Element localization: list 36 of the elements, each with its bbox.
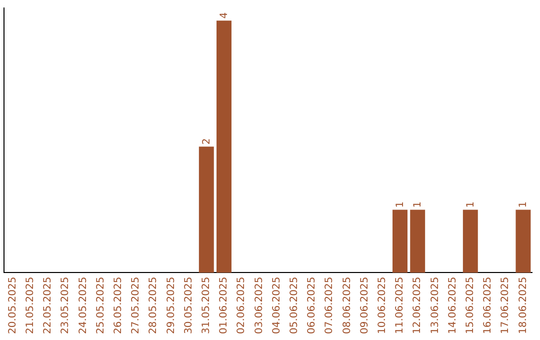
x-tick-label: 03.06.2025 bbox=[254, 276, 265, 334]
x-tick-label: 01.06.2025 bbox=[218, 276, 230, 334]
x-tick-label: 25.05.2025 bbox=[95, 276, 106, 334]
x-tick-label: 31.05.2025 bbox=[200, 276, 212, 334]
x-tick-label: 07.06.2025 bbox=[324, 276, 336, 334]
x-tick-label: 09.06.2025 bbox=[359, 276, 370, 334]
x-tick-label: 17.06.2025 bbox=[500, 276, 512, 334]
x-tick-label: 27.05.2025 bbox=[130, 276, 142, 334]
data-label: 1 bbox=[412, 201, 424, 208]
x-tick-label: 23.05.2025 bbox=[60, 276, 72, 334]
data-label: 1 bbox=[518, 201, 530, 208]
x-tick-label: 11.06.2025 bbox=[394, 276, 406, 334]
x-tick-label: 20.05.2025 bbox=[7, 276, 18, 334]
x-tick-label: 08.06.2025 bbox=[342, 276, 353, 334]
x-tick-label: 28.05.2025 bbox=[148, 276, 160, 334]
x-tick-label: 15.06.2025 bbox=[464, 276, 476, 334]
x-tick-label: 05.06.2025 bbox=[288, 276, 300, 334]
data-label: 2 bbox=[201, 138, 212, 145]
x-tick-label: 29.05.2025 bbox=[166, 276, 177, 334]
x-tick-label: 10.06.2025 bbox=[376, 276, 388, 334]
x-tick-label: 06.06.2025 bbox=[306, 276, 318, 334]
data-label: 4 bbox=[219, 12, 230, 19]
x-tick-label: 12.06.2025 bbox=[412, 276, 424, 334]
x-tick-label: 02.06.2025 bbox=[236, 276, 248, 334]
x-tick-label: 16.06.2025 bbox=[482, 276, 494, 334]
x-tick-label: 24.05.2025 bbox=[78, 276, 89, 334]
x-tick-label: 30.05.2025 bbox=[183, 276, 194, 334]
x-tick-label: 04.06.2025 bbox=[271, 276, 282, 334]
data-label: 1 bbox=[395, 201, 406, 208]
x-tick-label: 18.06.2025 bbox=[518, 276, 529, 334]
x-tick-label: 13.06.2025 bbox=[430, 276, 441, 334]
x-tick-label: 22.05.2025 bbox=[42, 276, 54, 334]
x-tick-label: 26.05.2025 bbox=[112, 276, 124, 334]
x-tick-label: 14.06.2025 bbox=[447, 276, 458, 334]
data-label: 1 bbox=[465, 201, 476, 208]
x-tick-label: 21.05.2025 bbox=[24, 276, 36, 334]
